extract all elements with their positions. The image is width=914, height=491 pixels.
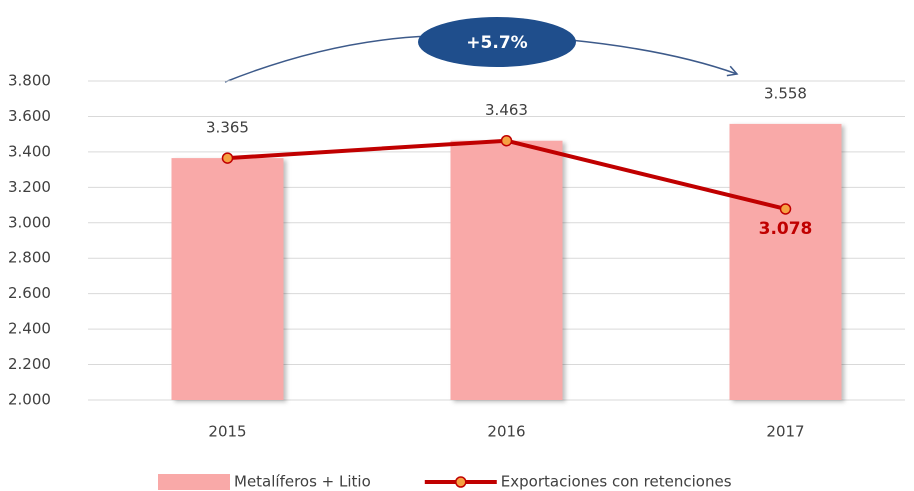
y-tick-label: 2.200 (8, 355, 51, 373)
x-tick-label: 2015 (208, 423, 246, 441)
y-tick-label: 2.000 (8, 391, 51, 409)
annotation: +5.7% (466, 33, 527, 53)
annotation-arc (224, 35, 431, 83)
data-label: 3.558 (764, 84, 807, 102)
annotation-arrow (569, 39, 739, 77)
data-label: 3.463 (485, 101, 528, 119)
legend-label: Metalíferos + Litio (234, 473, 371, 491)
legend-label: Exportaciones con retenciones (501, 473, 732, 491)
annotation-bubble (418, 17, 576, 67)
y-tick-label: 2.400 (8, 320, 51, 338)
y-tick-label: 3.400 (8, 142, 51, 160)
x-tick-label: 2016 (487, 423, 525, 441)
line-marker (221, 152, 234, 164)
y-tick-label: 3.200 (8, 178, 51, 196)
line-marker (500, 134, 513, 147)
line-marker (779, 203, 792, 215)
bar (729, 123, 842, 400)
bar (450, 140, 563, 401)
legend-marker (455, 476, 467, 488)
y-tick-label: 3.800 (8, 72, 51, 90)
y-tick-label: 2.800 (8, 249, 51, 267)
data-label: 3.365 (206, 119, 249, 137)
y-tick-label: 3.000 (8, 213, 51, 231)
x-tick-label: 2017 (766, 423, 804, 441)
bar (171, 158, 284, 400)
data-label: 3.078 (759, 219, 813, 239)
y-tick-label: 2.600 (8, 284, 51, 302)
legend-swatch (158, 474, 230, 490)
y-tick-label: 3.600 (8, 107, 51, 125)
